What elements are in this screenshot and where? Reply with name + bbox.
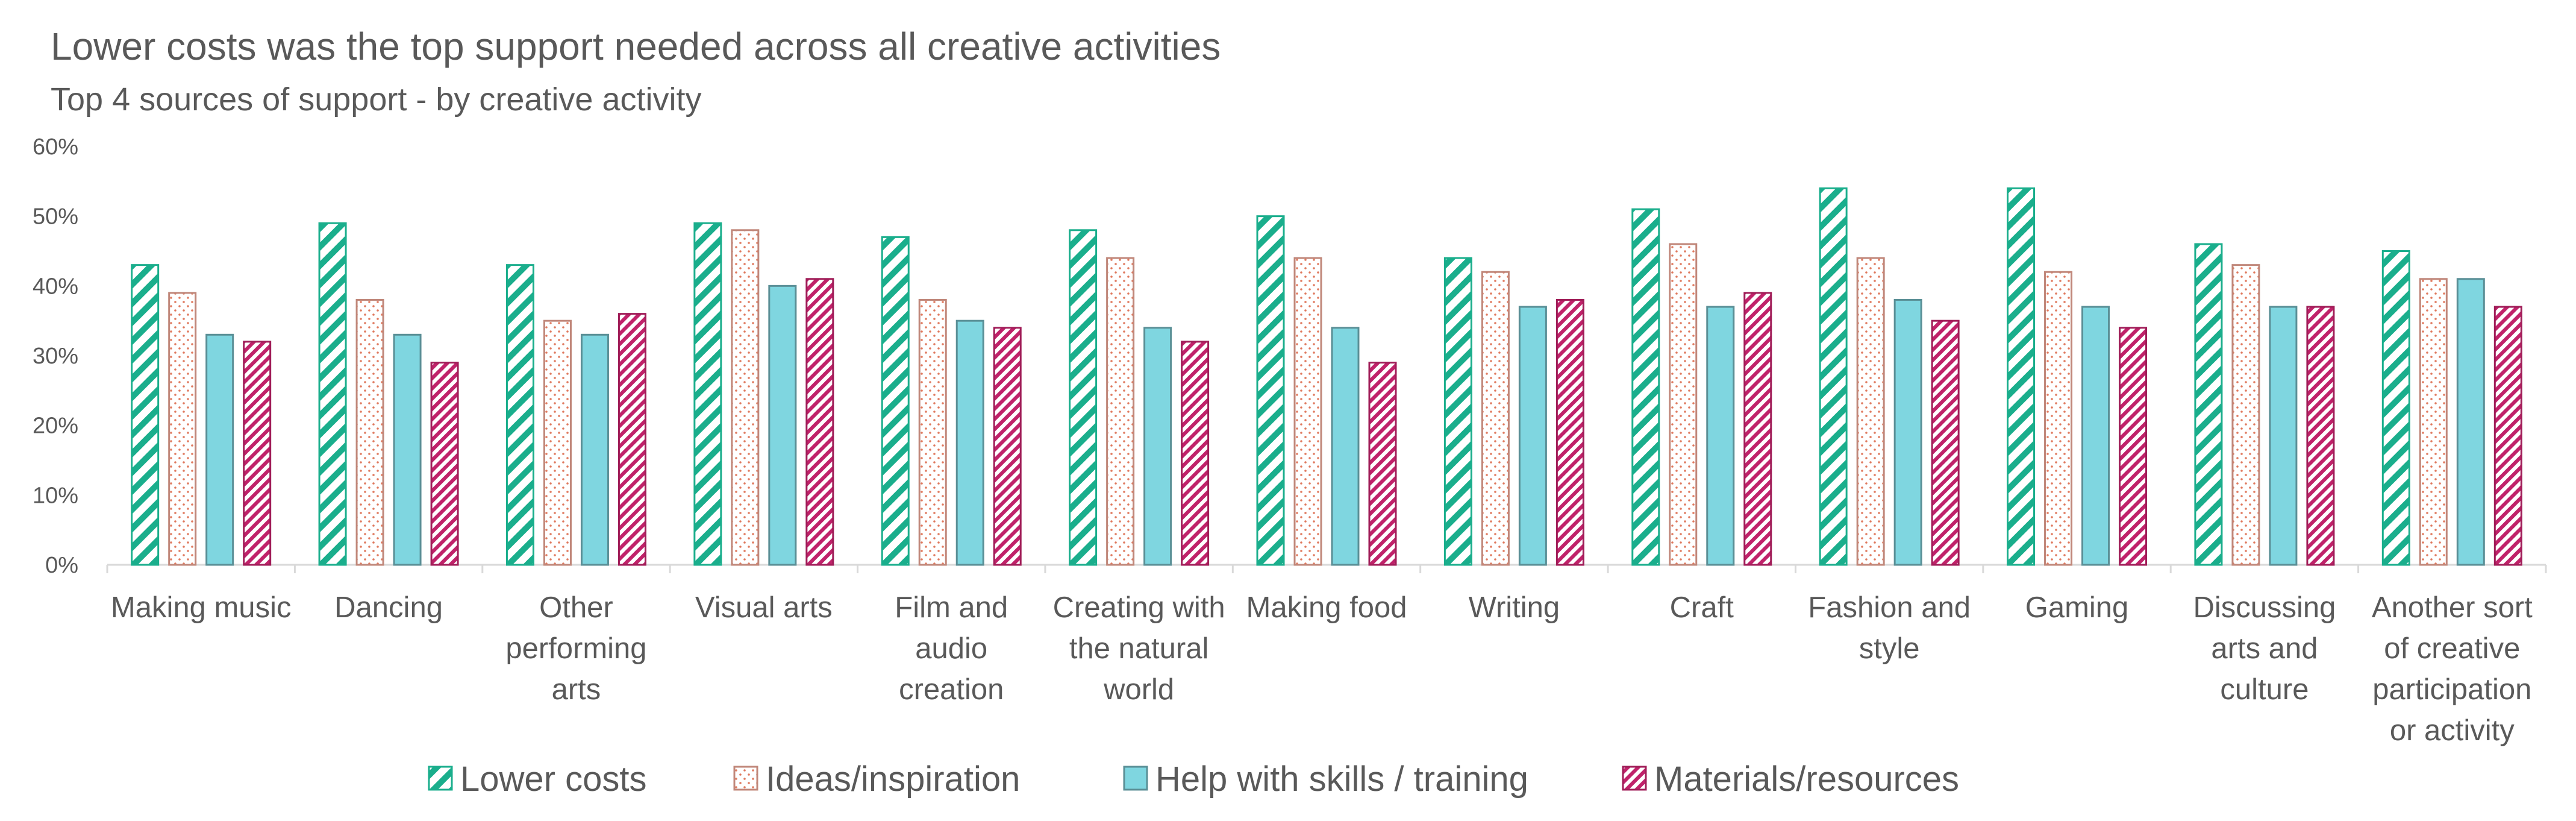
category-label: performing [505, 632, 646, 665]
bar-materials-resources [617, 313, 646, 566]
bar-lower-costs [1443, 257, 1472, 566]
bars [131, 187, 2522, 566]
y-tick-label: 50% [33, 204, 78, 230]
bar-lower-costs [2194, 243, 2223, 566]
legend-label: Ideas/inspiration [766, 760, 1020, 799]
category-label: culture [2220, 673, 2309, 706]
category-label: Gaming [2025, 591, 2129, 624]
category-label: participation [2372, 673, 2531, 706]
bar-materials-resources [430, 362, 459, 566]
bar-ideas-inspiration [355, 298, 384, 566]
category-label: of creative [2384, 632, 2520, 665]
bar-ideas-inspiration [2419, 278, 2448, 566]
category-label: audio [915, 632, 987, 665]
category-label: Making music [111, 591, 292, 624]
legend: Lower costs Ideas/inspiration Help with sk… [428, 760, 1959, 799]
bar-ideas-inspiration [1669, 243, 1698, 566]
legend-swatch [1123, 766, 1148, 791]
y-tick-label: 20% [33, 414, 78, 439]
y-tick-label: 10% [33, 483, 78, 508]
bar-ideas-inspiration [168, 292, 197, 566]
bar-ideas-inspiration [1856, 257, 1885, 566]
bar-help-with-skills-training [1893, 298, 1922, 566]
bar-help-with-skills-training [2269, 306, 2298, 566]
bar-lower-costs [2007, 187, 2036, 566]
bar-help-with-skills-training [1518, 306, 1547, 566]
category-label: Another sort [2372, 591, 2533, 624]
category-label: creation [899, 673, 1004, 706]
category-label: Dancing [334, 591, 443, 624]
chart-subtitle: Top 4 sources of support - by creative a… [51, 81, 702, 118]
bar-ideas-inspiration [2231, 264, 2260, 566]
y-tick-label: 40% [33, 274, 78, 299]
chart-title: Lower costs was the top support needed a… [51, 25, 1221, 68]
bar-help-with-skills-training [2081, 306, 2110, 566]
bar-materials-resources [1743, 292, 1772, 566]
bar-ideas-inspiration [1481, 271, 1510, 566]
bar-ideas-inspiration [1293, 257, 1322, 566]
bar-ideas-inspiration [918, 298, 947, 566]
bar-ideas-inspiration [1106, 257, 1135, 566]
bar-help-with-skills-training [393, 333, 422, 566]
bar-ideas-inspiration [543, 319, 572, 566]
bar-lower-costs [131, 264, 160, 566]
bar-help-with-skills-training [1143, 327, 1172, 566]
bar-lower-costs [1819, 187, 1848, 566]
category-label: style [1859, 632, 1920, 665]
bar-lower-costs [505, 264, 534, 566]
bar-ideas-inspiration [731, 229, 760, 566]
bar-lower-costs [881, 236, 910, 566]
y-tick-label: 30% [33, 344, 78, 369]
bar-help-with-skills-training [955, 319, 984, 566]
category-label: Other [539, 591, 613, 624]
bar-help-with-skills-training [580, 333, 609, 566]
bar-materials-resources [1181, 341, 1210, 566]
y-tick-label: 0% [45, 553, 78, 578]
bar-help-with-skills-training [1706, 306, 1735, 566]
bar-materials-resources [243, 341, 272, 566]
bar-materials-resources [993, 327, 1022, 566]
category-label: arts and [2211, 632, 2318, 665]
bar-help-with-skills-training [1331, 327, 1360, 566]
bar-lower-costs [2381, 250, 2410, 566]
bar-lower-costs [1631, 208, 1660, 566]
x-axis: Making music Dancing Other performing arts Vi… [106, 564, 2547, 747]
category-label: Fashion and [1808, 591, 1971, 624]
category-label: Making food [1246, 591, 1407, 624]
category-label: Discussing [2193, 591, 2336, 624]
bar-help-with-skills-training [205, 333, 234, 566]
category-label: world [1103, 673, 1174, 706]
legend-swatch [1622, 766, 1647, 791]
bar-lower-costs [693, 222, 722, 566]
category-label: Craft [1670, 591, 1734, 624]
legend-label: Materials/resources [1654, 760, 1959, 799]
legend-swatch [733, 766, 758, 791]
bar-ideas-inspiration [2044, 271, 2073, 566]
y-tick-label: 60% [33, 134, 78, 160]
category-label: Writing [1469, 591, 1560, 624]
legend-swatch [428, 766, 453, 791]
category-label: the natural [1069, 632, 1209, 665]
legend-label: Help with skills / training [1155, 760, 1528, 799]
bar-materials-resources [1555, 298, 1584, 566]
bar-materials-resources [1368, 362, 1397, 566]
category-label: Film and [895, 591, 1008, 624]
bar-lower-costs [1256, 215, 1285, 566]
bar-help-with-skills-training [2456, 278, 2485, 566]
bar-lower-costs [318, 222, 347, 566]
bar-materials-resources [805, 278, 834, 566]
category-label: Visual arts [695, 591, 833, 624]
y-axis: 0% 10% 20% 30% 40% 50% 60% [33, 134, 78, 578]
category-label: or activity [2390, 714, 2515, 747]
bar-materials-resources [2493, 306, 2522, 566]
category-label: arts [552, 673, 601, 706]
category-label: Creating with [1053, 591, 1225, 624]
bar-lower-costs [1069, 229, 1098, 566]
bar-materials-resources [2306, 306, 2335, 566]
bar-materials-resources [2119, 327, 2148, 566]
legend-label: Lower costs [460, 760, 646, 799]
bar-materials-resources [1931, 319, 1960, 566]
bar-help-with-skills-training [768, 285, 797, 566]
